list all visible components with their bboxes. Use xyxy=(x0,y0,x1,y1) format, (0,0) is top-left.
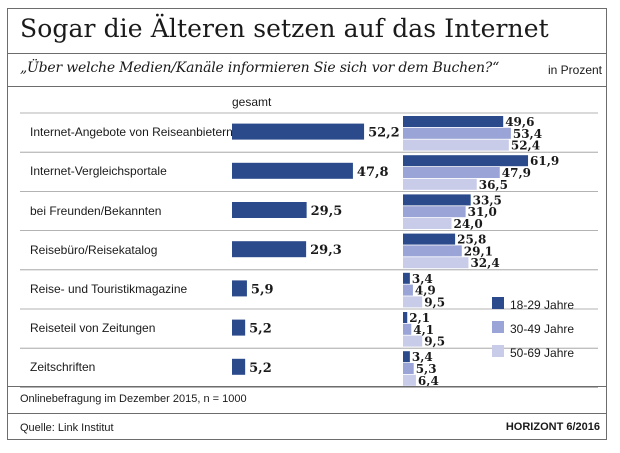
total-value-label: 29,5 xyxy=(311,204,343,219)
legend-label: 50-69 Jahre xyxy=(510,346,575,360)
series-value-label: 25,8 xyxy=(457,233,486,247)
legend-swatch xyxy=(492,321,504,333)
series-value-label: 9,5 xyxy=(424,295,445,309)
series-bar xyxy=(403,257,469,269)
total-bar xyxy=(232,123,365,140)
series-bar xyxy=(403,245,462,257)
subtitle-divider xyxy=(7,86,607,87)
total-value-label: 5,2 xyxy=(249,361,272,376)
category-label: Reisebüro/Reisekatalog xyxy=(30,243,158,257)
series-value-label: 33,5 xyxy=(473,193,502,207)
series-bar xyxy=(403,178,477,190)
series-value-label: 5,3 xyxy=(416,362,437,376)
series-bar xyxy=(403,296,423,308)
series-bar xyxy=(403,194,471,206)
series-bar xyxy=(403,335,423,347)
total-column-label: gesamt xyxy=(232,95,272,109)
series-bar xyxy=(403,351,410,363)
category-label: Internet-Vergleichsportale xyxy=(30,164,167,178)
total-bar xyxy=(232,241,307,258)
category-label: Reiseteil von Zeitungen xyxy=(30,321,156,335)
series-value-label: 29,1 xyxy=(464,244,493,258)
series-value-label: 47,9 xyxy=(502,166,531,180)
series-bar xyxy=(403,155,529,167)
series-bar xyxy=(403,218,452,229)
series-bar xyxy=(403,284,413,296)
series-bar xyxy=(403,323,412,335)
total-bar xyxy=(232,202,307,218)
total-value-label: 52,2 xyxy=(368,126,400,141)
series-value-label: 2,1 xyxy=(409,311,430,325)
total-bar xyxy=(232,162,353,179)
series-value-label: 31,0 xyxy=(468,205,497,219)
total-value-label: 5,2 xyxy=(249,322,272,337)
series-value-label: 32,4 xyxy=(470,256,499,270)
category-label: bei Freunden/Bekannten xyxy=(30,204,162,218)
total-value-label: 5,9 xyxy=(251,282,274,297)
series-bar xyxy=(403,206,466,218)
series-value-label: 4,9 xyxy=(415,284,436,298)
series-value-label: 52,4 xyxy=(511,139,540,153)
footnote: Onlinebefragung im Dezember 2015, n = 10… xyxy=(20,393,247,405)
title-divider xyxy=(7,53,607,54)
series-bar xyxy=(403,139,509,151)
total-value-label: 47,8 xyxy=(357,165,389,180)
series-bar xyxy=(403,116,504,127)
series-value-label: 53,4 xyxy=(513,127,542,141)
series-value-label: 4,1 xyxy=(413,323,434,337)
total-bar xyxy=(232,358,246,375)
legend-label: 18-29 Jahre xyxy=(510,298,575,312)
chart-subtitle: „Über welche Medien/Kanäle informieren S… xyxy=(20,60,500,76)
series-value-label: 3,4 xyxy=(412,350,433,364)
series-value-label: 9,5 xyxy=(424,335,445,349)
series-bar xyxy=(403,127,511,139)
chart-frame xyxy=(7,8,607,440)
unit-label: in Prozent xyxy=(547,63,602,77)
series-value-label: 6,4 xyxy=(418,374,439,388)
series-bar xyxy=(403,363,414,374)
publication-label: HORIZONT 6/2016 xyxy=(505,421,600,433)
series-value-label: 24,0 xyxy=(453,217,482,231)
series-bar xyxy=(403,312,408,323)
source-divider xyxy=(7,413,607,414)
series-value-label: 3,4 xyxy=(412,272,433,286)
category-label: Reise- und Touristikmagazine xyxy=(30,282,188,296)
chart-title: Sogar die Älteren setzen auf das Interne… xyxy=(20,14,549,43)
total-bar xyxy=(232,280,247,297)
series-bar xyxy=(403,272,410,284)
legend-label: 30-49 Jahre xyxy=(510,322,575,336)
total-value-label: 29,3 xyxy=(310,243,342,258)
category-label: Zeitschriften xyxy=(30,360,96,374)
series-value-label: 36,5 xyxy=(479,178,508,192)
series-bar xyxy=(403,167,500,178)
category-label: Internet-Angebote von Reiseanbietern xyxy=(30,125,233,139)
series-value-label: 61,9 xyxy=(530,154,559,168)
series-value-label: 49,6 xyxy=(505,115,534,129)
total-bar xyxy=(232,319,246,336)
legend-swatch xyxy=(492,345,504,357)
series-bar xyxy=(403,374,416,386)
source-label: Quelle: Link Institut xyxy=(20,422,114,434)
series-bar xyxy=(403,233,456,245)
footnote-divider xyxy=(7,386,607,387)
legend-swatch xyxy=(492,297,504,309)
